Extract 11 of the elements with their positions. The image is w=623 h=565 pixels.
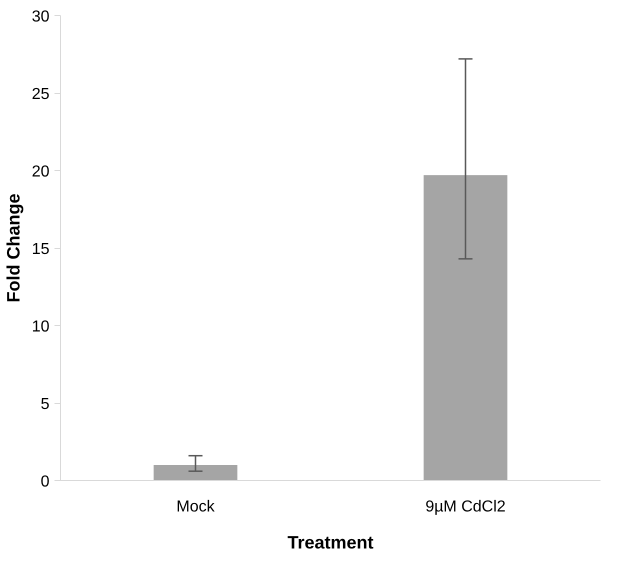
x-axis-title: Treatment: [287, 532, 374, 552]
y-tick-label: 5: [40, 396, 50, 413]
y-tick-label: 30: [32, 8, 50, 26]
y-tick-label: 15: [32, 241, 50, 258]
y-tick-label: 20: [32, 164, 50, 180]
x-tick-label: Mock: [176, 498, 216, 516]
y-tick-label: 10: [32, 318, 50, 336]
y-tick-label: 0: [40, 474, 50, 490]
x-tick-label: 9µM CdCl2: [425, 498, 506, 516]
y-tick-label: 25: [32, 86, 50, 103]
y-axis-title: Fold Change: [4, 193, 24, 302]
